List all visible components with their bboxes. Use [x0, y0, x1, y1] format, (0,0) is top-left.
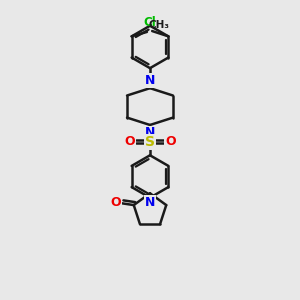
Text: O: O	[165, 135, 175, 148]
Text: CH₃: CH₃	[148, 20, 170, 31]
Text: N: N	[145, 126, 155, 139]
Text: Cl: Cl	[143, 16, 156, 29]
Text: O: O	[124, 135, 135, 148]
Text: S: S	[145, 135, 155, 149]
Text: N: N	[145, 196, 155, 208]
Text: O: O	[111, 196, 122, 209]
Text: N: N	[145, 74, 155, 87]
